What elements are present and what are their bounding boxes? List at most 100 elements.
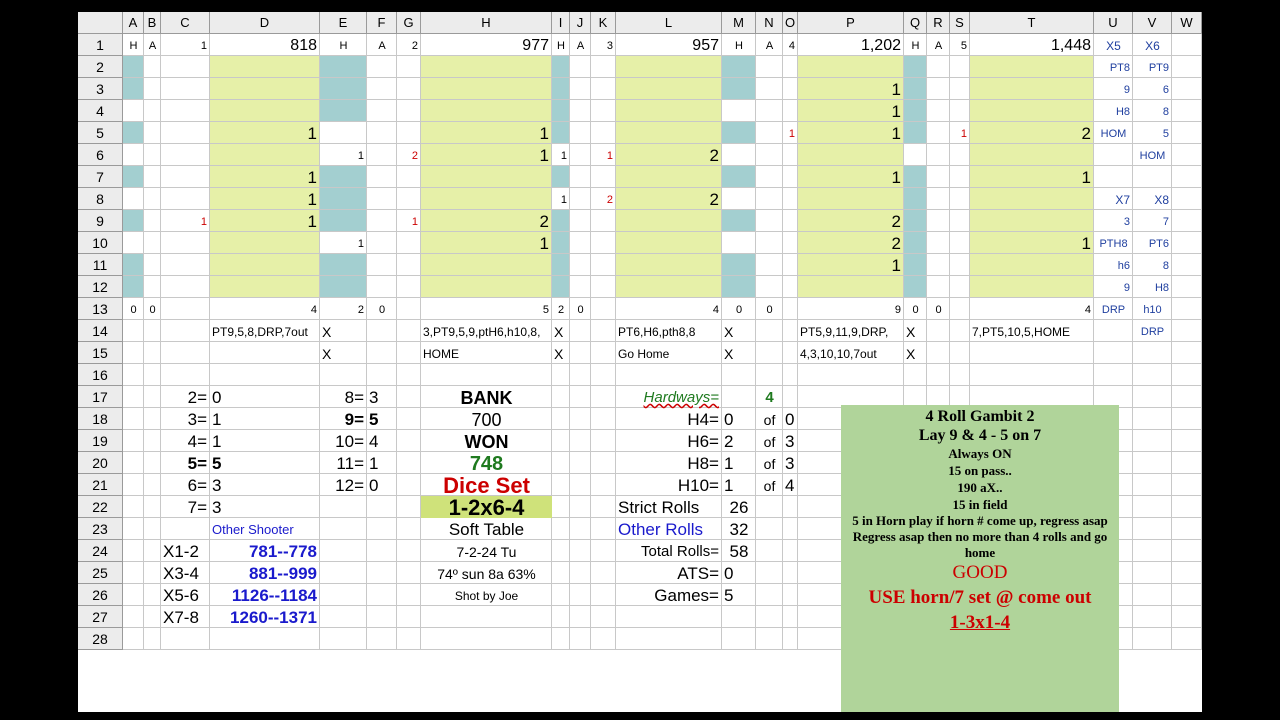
grid-cell[interactable]: [798, 122, 904, 144]
grid-cell[interactable]: [756, 452, 783, 474]
grid-cell[interactable]: [552, 628, 570, 650]
grid-cell[interactable]: [421, 276, 552, 298]
grid-cell[interactable]: [756, 144, 783, 166]
grid-cell[interactable]: [421, 408, 552, 430]
grid-cell[interactable]: [616, 188, 722, 210]
grid-cell[interactable]: [123, 606, 144, 628]
column-header-i[interactable]: I: [552, 12, 570, 34]
grid-cell[interactable]: [783, 320, 798, 342]
grid-cell[interactable]: [144, 452, 161, 474]
grid-cell[interactable]: [552, 232, 570, 254]
row-header-5[interactable]: 5: [78, 122, 123, 144]
grid-cell[interactable]: [616, 562, 722, 584]
grid-cell[interactable]: [144, 606, 161, 628]
grid-cell[interactable]: [1094, 342, 1133, 364]
grid-cell[interactable]: [123, 56, 144, 78]
grid-cell[interactable]: [161, 298, 210, 320]
grid-cell[interactable]: [210, 452, 320, 474]
grid-cell[interactable]: [756, 210, 783, 232]
grid-cell[interactable]: [397, 518, 421, 540]
grid-cell[interactable]: [783, 276, 798, 298]
grid-cell[interactable]: [970, 210, 1094, 232]
grid-cell[interactable]: [1094, 276, 1133, 298]
row-header-17[interactable]: 17: [78, 386, 123, 408]
column-header-w[interactable]: W: [1172, 12, 1202, 34]
grid-cell[interactable]: [616, 232, 722, 254]
grid-cell[interactable]: [1133, 100, 1172, 122]
grid-cell[interactable]: [210, 210, 320, 232]
grid-cell[interactable]: [421, 584, 552, 606]
grid-cell[interactable]: [421, 188, 552, 210]
grid-cell[interactable]: [320, 276, 367, 298]
grid-cell[interactable]: [320, 342, 367, 364]
grid-cell[interactable]: [570, 386, 591, 408]
grid-cell[interactable]: [421, 144, 552, 166]
grid-cell[interactable]: [570, 452, 591, 474]
grid-cell[interactable]: [123, 408, 144, 430]
grid-cell[interactable]: [421, 78, 552, 100]
grid-cell[interactable]: [1133, 298, 1172, 320]
grid-cell[interactable]: [144, 232, 161, 254]
grid-cell[interactable]: [1172, 408, 1202, 430]
column-header-k[interactable]: K: [591, 12, 616, 34]
grid-cell[interactable]: [367, 408, 397, 430]
column-header-n[interactable]: N: [756, 12, 783, 34]
column-header-c[interactable]: C: [161, 12, 210, 34]
grid-cell[interactable]: [552, 254, 570, 276]
grid-cell[interactable]: [397, 122, 421, 144]
grid-cell[interactable]: [144, 320, 161, 342]
grid-cell[interactable]: [722, 122, 756, 144]
grid-cell[interactable]: [904, 166, 927, 188]
row-header-7[interactable]: 7: [78, 166, 123, 188]
grid-cell[interactable]: [950, 276, 970, 298]
grid-cell[interactable]: [123, 34, 144, 56]
grid-cell[interactable]: [552, 584, 570, 606]
grid-cell[interactable]: [1172, 254, 1202, 276]
grid-cell[interactable]: [320, 474, 367, 496]
grid-cell[interactable]: [161, 78, 210, 100]
grid-cell[interactable]: [591, 100, 616, 122]
grid-cell[interactable]: [552, 364, 570, 386]
grid-cell[interactable]: [123, 144, 144, 166]
row-header-23[interactable]: 23: [78, 518, 123, 540]
grid-cell[interactable]: [1172, 210, 1202, 232]
grid-cell[interactable]: [950, 56, 970, 78]
grid-cell[interactable]: [161, 430, 210, 452]
grid-cell[interactable]: [783, 78, 798, 100]
grid-cell[interactable]: [798, 342, 904, 364]
grid-cell[interactable]: [1172, 474, 1202, 496]
grid-cell[interactable]: [783, 474, 798, 496]
grid-cell[interactable]: [783, 408, 798, 430]
grid-cell[interactable]: [591, 210, 616, 232]
grid-cell[interactable]: [367, 518, 397, 540]
grid-cell[interactable]: [570, 276, 591, 298]
grid-cell[interactable]: [552, 100, 570, 122]
grid-cell[interactable]: [144, 364, 161, 386]
grid-cell[interactable]: [904, 320, 927, 342]
grid-cell[interactable]: [591, 122, 616, 144]
grid-cell[interactable]: [320, 452, 367, 474]
grid-cell[interactable]: [1172, 166, 1202, 188]
grid-cell[interactable]: [756, 342, 783, 364]
grid-cell[interactable]: [1133, 144, 1172, 166]
grid-cell[interactable]: [1133, 34, 1172, 56]
grid-cell[interactable]: [123, 298, 144, 320]
grid-cell[interactable]: [1172, 386, 1202, 408]
grid-cell[interactable]: [367, 452, 397, 474]
grid-cell[interactable]: [367, 298, 397, 320]
row-header-4[interactable]: 4: [78, 100, 123, 122]
grid-cell[interactable]: [552, 298, 570, 320]
grid-cell[interactable]: [144, 34, 161, 56]
grid-cell[interactable]: [783, 144, 798, 166]
grid-cell[interactable]: [904, 342, 927, 364]
grid-cell[interactable]: [783, 232, 798, 254]
grid-cell[interactable]: [970, 320, 1094, 342]
grid-cell[interactable]: [904, 34, 927, 56]
grid-cell[interactable]: [1172, 122, 1202, 144]
column-header-m[interactable]: M: [722, 12, 756, 34]
grid-cell[interactable]: [320, 232, 367, 254]
grid-cell[interactable]: [927, 254, 950, 276]
column-header-p[interactable]: P: [798, 12, 904, 34]
grid-cell[interactable]: [616, 474, 722, 496]
grid-cell[interactable]: [616, 56, 722, 78]
